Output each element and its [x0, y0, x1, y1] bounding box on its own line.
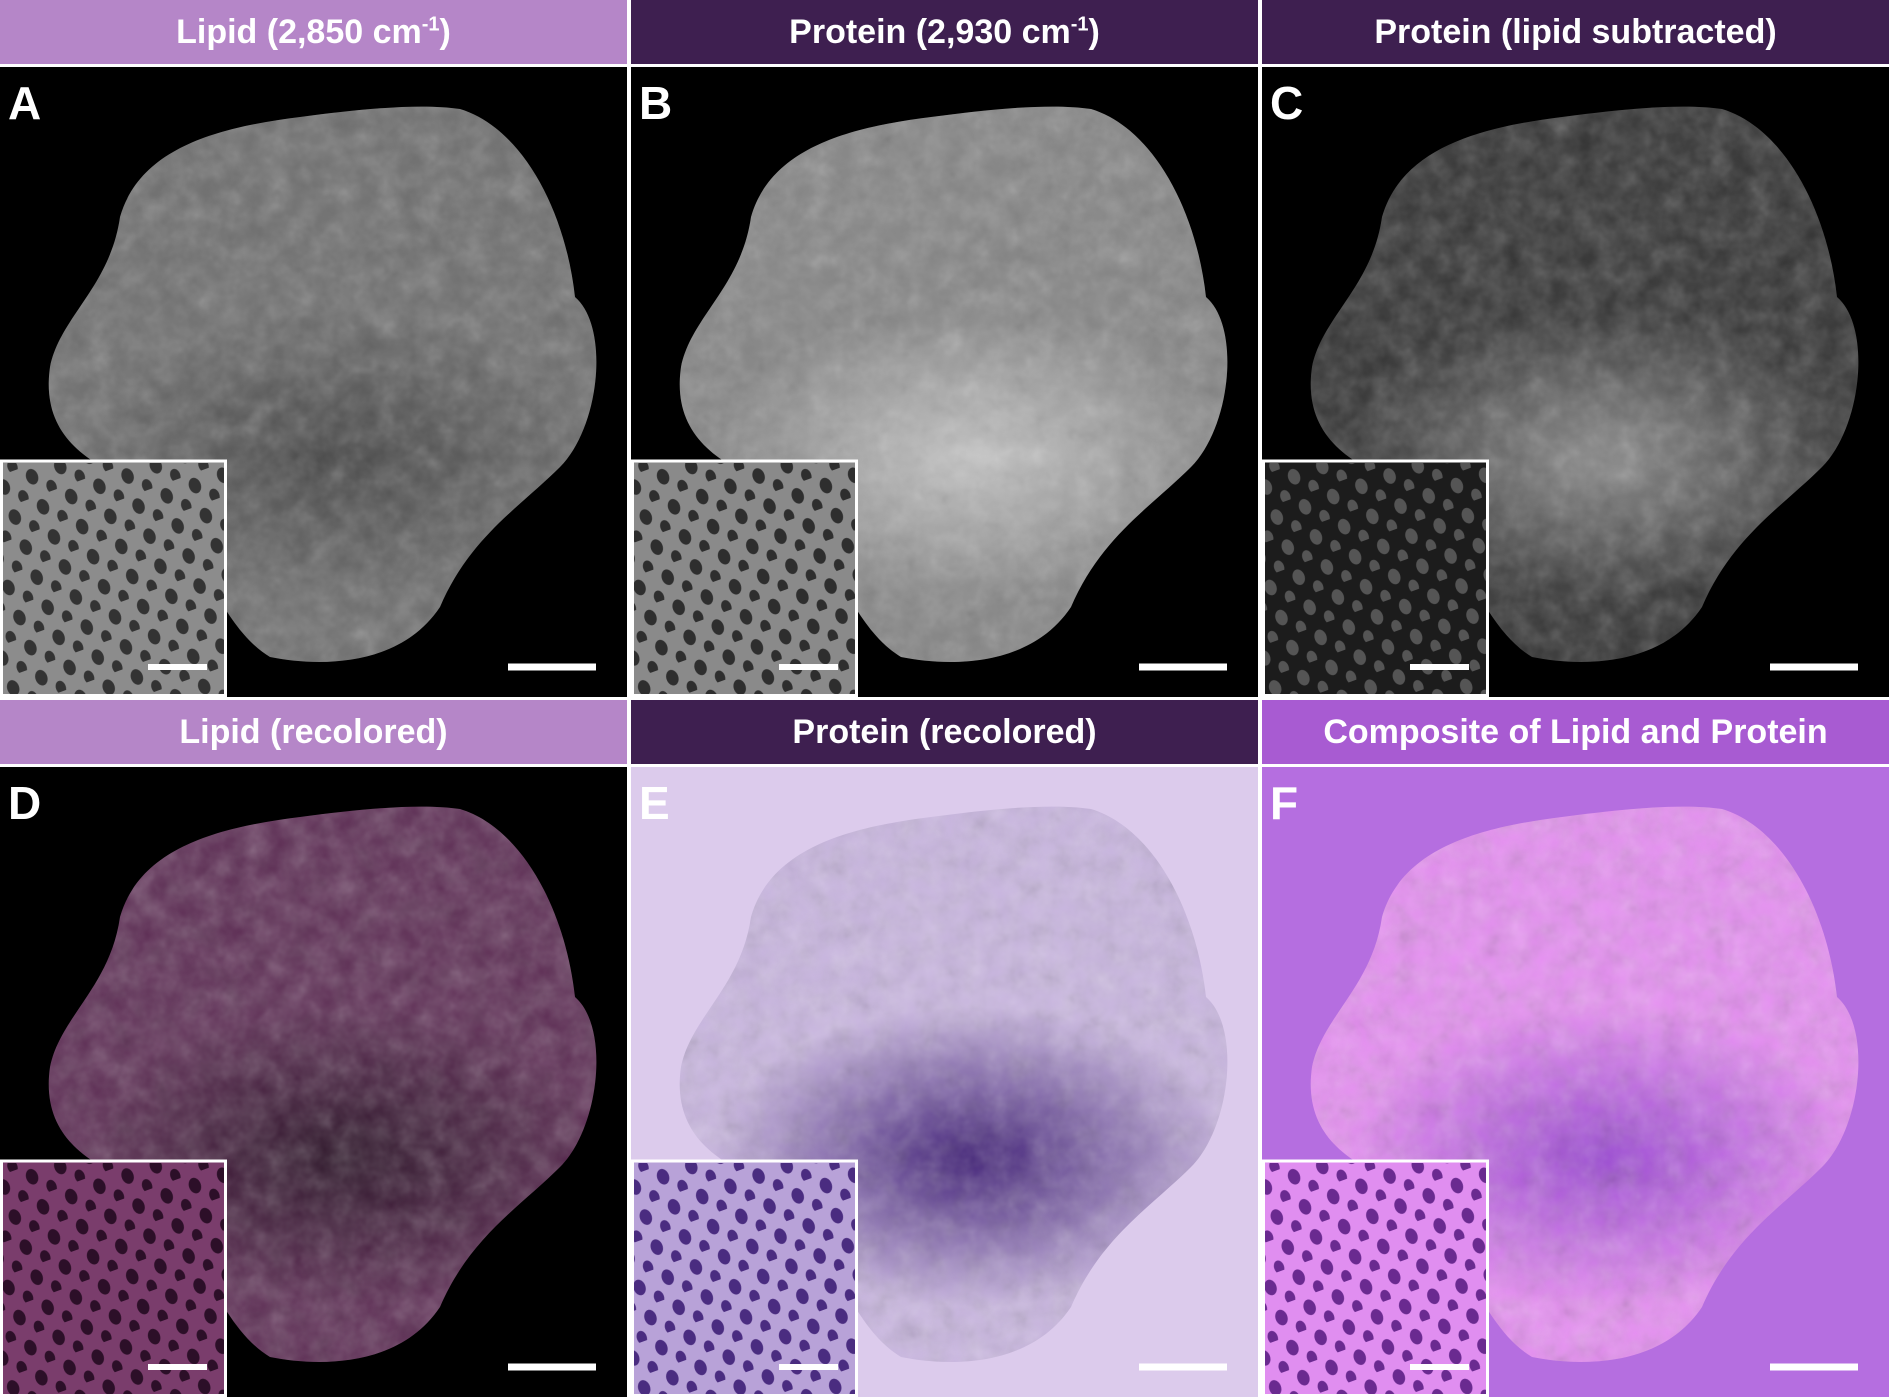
- panel-letter: B: [639, 77, 672, 129]
- panel-title: Lipid (2,850 cm: [176, 13, 422, 51]
- micrograph: E: [631, 767, 1258, 1397]
- panel-header: Lipid (2,850 cm-1): [0, 0, 627, 64]
- panel-title: Lipid (recolored): [179, 713, 448, 751]
- tissue: [679, 806, 1228, 1362]
- panel: Lipid (recolored) D: [0, 700, 627, 1397]
- panel-letter: A: [8, 77, 41, 129]
- inset: [631, 459, 858, 697]
- micrograph: C: [1262, 67, 1889, 697]
- micrograph: B: [631, 67, 1258, 697]
- panel-header: Protein (lipid subtracted): [1262, 0, 1889, 64]
- panel-header: Lipid (recolored): [0, 700, 627, 764]
- panel-header: Protein (recolored): [631, 700, 1258, 764]
- inset: [0, 459, 227, 697]
- panel: Lipid (2,850 cm-1) A: [0, 0, 627, 697]
- panel: Protein (recolored) E: [631, 700, 1258, 1397]
- title-superscript: -1: [1070, 13, 1089, 36]
- panel-title: Protein (2,930 cm: [789, 13, 1071, 51]
- panel-letter: E: [639, 777, 670, 829]
- panel: Composite of Lipid and Protein F: [1262, 700, 1889, 1397]
- micrograph: F: [1262, 767, 1889, 1397]
- panel-title: Composite of Lipid and Protein: [1323, 713, 1828, 751]
- title-suffix: ): [1088, 13, 1100, 51]
- inset: [631, 1159, 858, 1397]
- panel-letter: D: [8, 777, 41, 829]
- panel-letter: C: [1270, 77, 1303, 129]
- panel-letter: F: [1270, 777, 1298, 829]
- micrograph: A: [0, 67, 627, 697]
- panel-title: Protein (lipid subtracted): [1374, 13, 1777, 51]
- panel-header: Composite of Lipid and Protein: [1262, 700, 1889, 764]
- title-superscript: -1: [421, 13, 440, 36]
- panel-header: Protein (2,930 cm-1): [631, 0, 1258, 64]
- title-suffix: ): [439, 13, 451, 51]
- inset: [1262, 1159, 1489, 1397]
- panel-title: Protein (recolored): [792, 713, 1097, 751]
- inset: [0, 1159, 227, 1397]
- panel: Protein (2,930 cm-1) B: [631, 0, 1258, 697]
- micrograph: D: [0, 767, 627, 1397]
- inset: [1262, 459, 1489, 697]
- panel: Protein (lipid subtracted) C: [1262, 0, 1889, 697]
